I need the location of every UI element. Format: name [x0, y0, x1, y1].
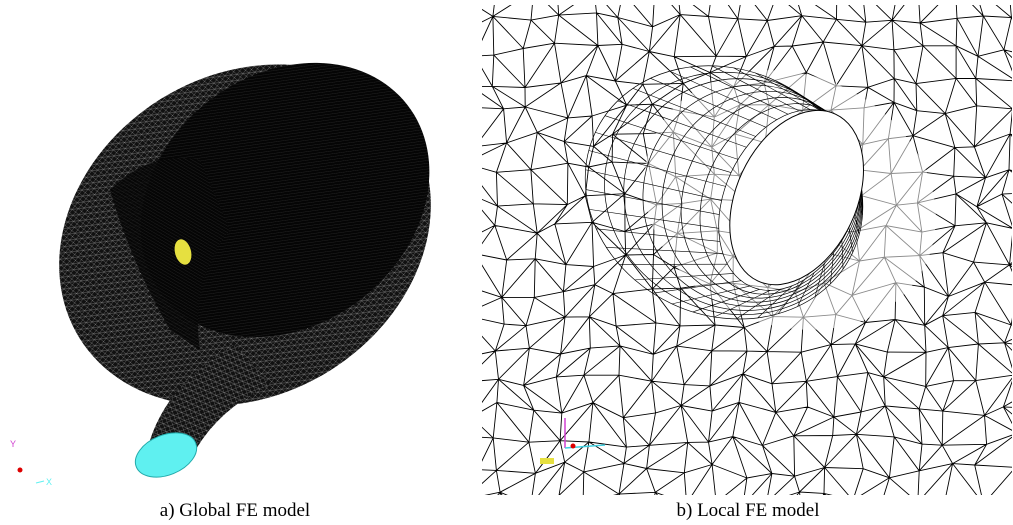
triad-origin: [18, 468, 23, 473]
triad-origin: [571, 444, 576, 449]
local-model: [462, 0, 1013, 525]
figure: Y X a) Global FE model b) Local FE model: [0, 0, 1013, 525]
triad-x-axis: [36, 481, 44, 483]
triad-z: [540, 458, 554, 464]
caption: b) Local FE model: [677, 500, 820, 521]
triad-y-label: Y: [10, 439, 16, 449]
global-model: Y X: [0, 0, 495, 487]
triad-x-label: X: [46, 477, 52, 487]
caption: a) Global FE model: [160, 500, 310, 521]
page: Y X a) Global FE model b) Local FE model…: [0, 0, 1013, 525]
